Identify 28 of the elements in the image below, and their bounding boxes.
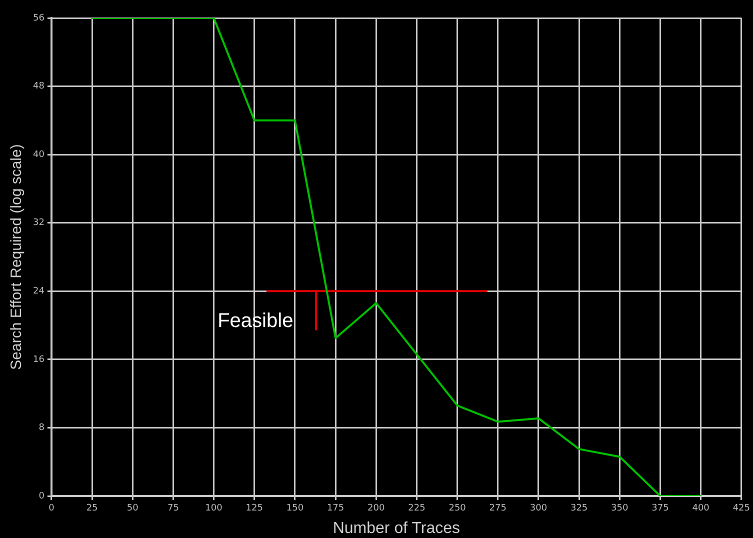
x-tick-label: 375 xyxy=(652,504,669,514)
y-tick-label: 8 xyxy=(38,423,45,434)
x-tick-label: 175 xyxy=(326,504,344,514)
x-axis-title: Number of Traces xyxy=(332,520,460,537)
x-tick-label: 225 xyxy=(408,504,426,514)
x-tick-label: 0 xyxy=(48,504,55,514)
y-tick-label: 16 xyxy=(33,354,45,365)
x-tick-label: 275 xyxy=(489,504,506,514)
y-tick-label: 56 xyxy=(33,13,45,24)
x-tick-label: 50 xyxy=(126,504,139,514)
x-tick-label: 300 xyxy=(530,504,548,514)
y-axis-title: Search Effort Required (log scale) xyxy=(8,144,26,370)
x-tick-label: 100 xyxy=(205,504,223,514)
y-tick-label: 0 xyxy=(38,491,45,502)
x-tick-label: 400 xyxy=(692,504,710,514)
x-tick-label: 200 xyxy=(368,504,385,514)
y-tick-label: 48 xyxy=(33,82,45,92)
x-tick-label: 125 xyxy=(246,504,263,514)
x-tick-label: 150 xyxy=(286,504,304,514)
x-tick-label: 350 xyxy=(611,504,629,514)
x-tick-label: 325 xyxy=(570,504,588,514)
x-tick-label: 250 xyxy=(448,504,466,514)
y-tick-label: 32 xyxy=(33,218,44,228)
y-tick-label: 40 xyxy=(33,150,45,160)
y-tick-label: 24 xyxy=(33,286,45,296)
x-tick-label: 25 xyxy=(86,504,98,514)
x-tick-label: 75 xyxy=(167,504,179,514)
x-tick-label: 425 xyxy=(732,504,750,514)
